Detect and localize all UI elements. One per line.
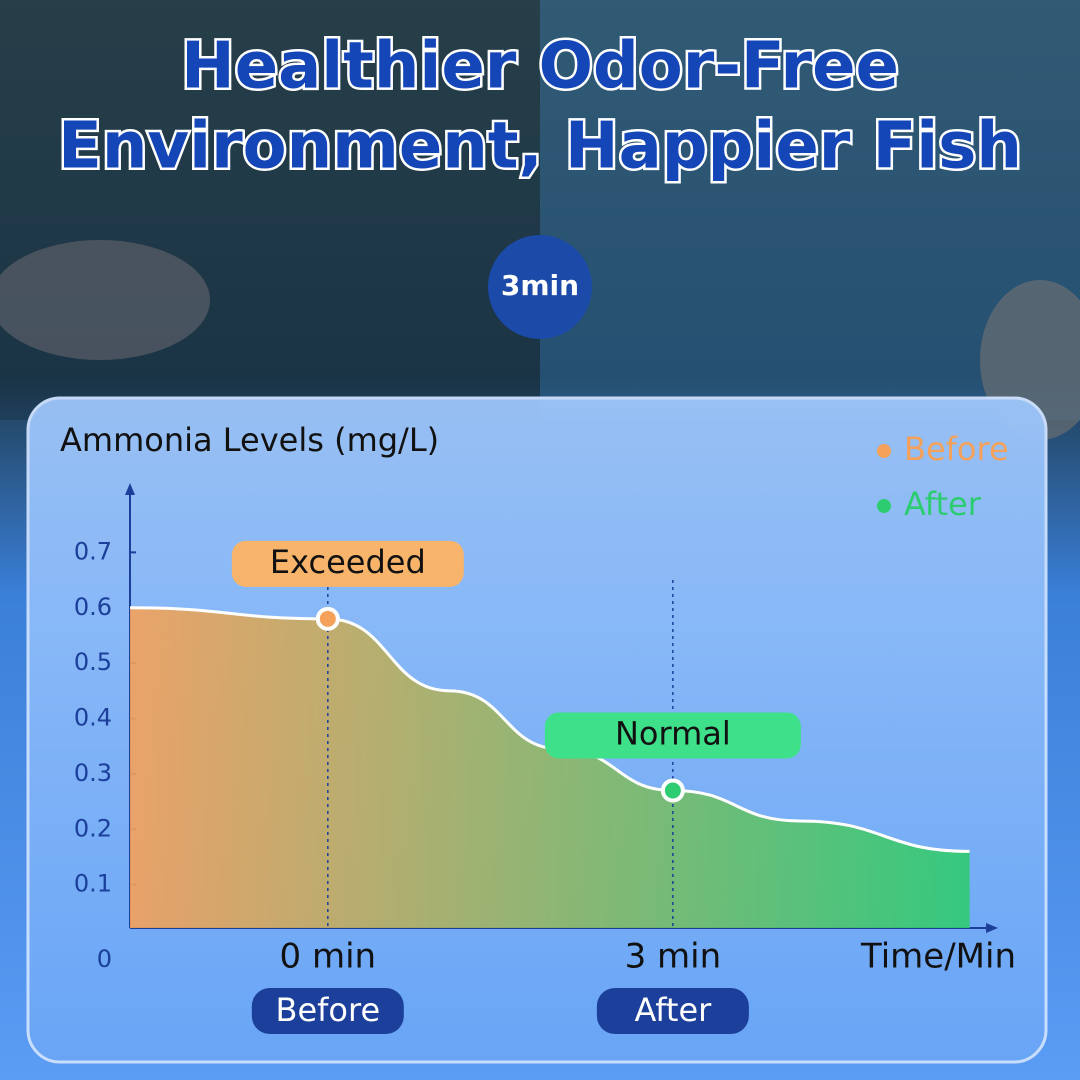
- background-split: [0, 0, 1080, 420]
- title-line: Healthier Odor-Free: [181, 30, 899, 104]
- x-sublabel-pill: [251, 988, 404, 1034]
- annotation-pill: [544, 712, 801, 759]
- x-sublabel-pill: [596, 988, 749, 1034]
- x-axis-arrow: [986, 923, 998, 933]
- legend-label: After: [904, 485, 982, 523]
- x-axis-title: Time/Min: [860, 937, 1016, 977]
- x-tick-label: 0 min: [280, 937, 377, 977]
- annotation-text: Exceeded: [270, 543, 426, 581]
- y-axis-title: Ammonia Levels (mg/L): [60, 421, 439, 459]
- y-axis-arrow: [125, 483, 135, 495]
- y-tick-label: 0: [97, 945, 112, 973]
- y-tick-label: 0.2: [74, 814, 112, 842]
- x-sublabel: Before: [276, 991, 381, 1029]
- badge: [488, 235, 592, 339]
- x-sublabel: After: [634, 991, 712, 1029]
- x-tick-label: 3 min: [625, 937, 722, 977]
- y-tick-label: 0.6: [74, 593, 112, 621]
- rock: [0, 240, 210, 360]
- annotation-pill: [231, 540, 464, 587]
- title-line: Environment, Happier Fish: [58, 110, 1022, 184]
- badge-text: 3min: [501, 269, 579, 302]
- legend-dot: [877, 499, 891, 513]
- area: [130, 607, 970, 928]
- legend-dot: [877, 444, 891, 458]
- point: [660, 778, 685, 803]
- y-tick-label: 0.3: [74, 759, 112, 787]
- y-tick-label: 0.4: [74, 704, 112, 732]
- point: [315, 606, 340, 631]
- y-tick-label: 0.1: [74, 870, 112, 898]
- legend-label: Before: [904, 430, 1009, 468]
- annotation-text: Normal: [615, 714, 731, 752]
- y-tick-label: 0.5: [74, 648, 112, 676]
- y-tick-label: 0.7: [74, 537, 112, 565]
